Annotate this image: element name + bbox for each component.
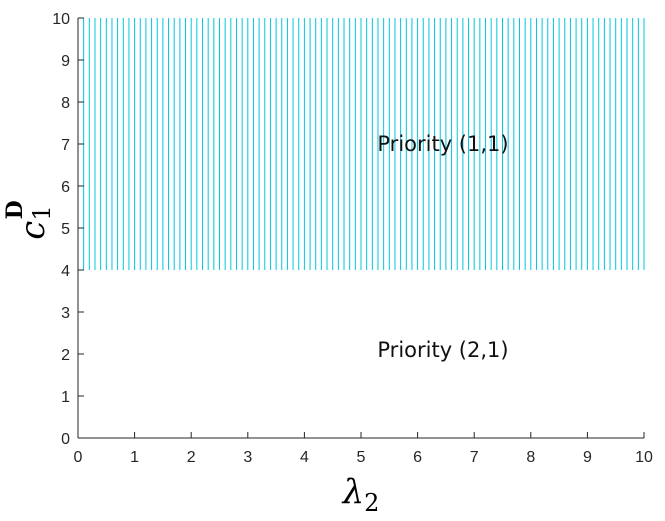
x-tick-label: 3: [243, 449, 252, 466]
x-axis-label: λ2: [341, 472, 380, 517]
x-ticks: 0 1 2 3 4 5 6 7 8 9 10: [74, 432, 653, 466]
y-tick-label: 8: [61, 95, 70, 112]
y-axis-label: c1D: [2, 200, 56, 239]
x-tick-label: 5: [357, 449, 366, 466]
x-tick-label: 7: [470, 449, 479, 466]
x-tick-label: 10: [635, 449, 653, 466]
x-tick-label: 0: [74, 449, 83, 466]
y-tick-label: 10: [52, 11, 70, 28]
region-hatch-priority-1-1: [77, 18, 645, 270]
y-tick-label: 1: [61, 389, 70, 406]
y-tick-label: 7: [61, 137, 70, 154]
region-label-priority-1-1: Priority (1,1): [377, 132, 508, 156]
y-ticks: 0 1 2 3 4 5 6 7 8 9 10: [52, 11, 84, 448]
region-label-priority-2-1: Priority (2,1): [377, 338, 508, 362]
svg-text:c1D: c1D: [2, 200, 56, 239]
y-axis-label-superscript: D: [2, 200, 28, 219]
x-tick-label: 8: [526, 449, 535, 466]
x-tick-label: 9: [583, 449, 592, 466]
y-tick-label: 3: [61, 305, 70, 322]
y-axis-label-subscript: 1: [28, 205, 56, 220]
y-axis-label-symbol: c: [13, 221, 53, 240]
x-tick-label: 4: [300, 449, 309, 466]
x-tick-label: 1: [130, 449, 139, 466]
y-tick-label: 0: [61, 431, 70, 448]
y-tick-label: 9: [61, 53, 70, 70]
y-tick-label: 5: [61, 221, 70, 238]
y-tick-label: 4: [61, 263, 70, 280]
x-tick-label: 6: [413, 449, 422, 466]
y-tick-label: 6: [61, 179, 70, 196]
y-tick-label: 2: [61, 347, 70, 364]
x-axis-label-subscript: 2: [364, 489, 379, 517]
x-axis-label-symbol: λ: [341, 472, 365, 512]
x-tick-label: 2: [187, 449, 196, 466]
